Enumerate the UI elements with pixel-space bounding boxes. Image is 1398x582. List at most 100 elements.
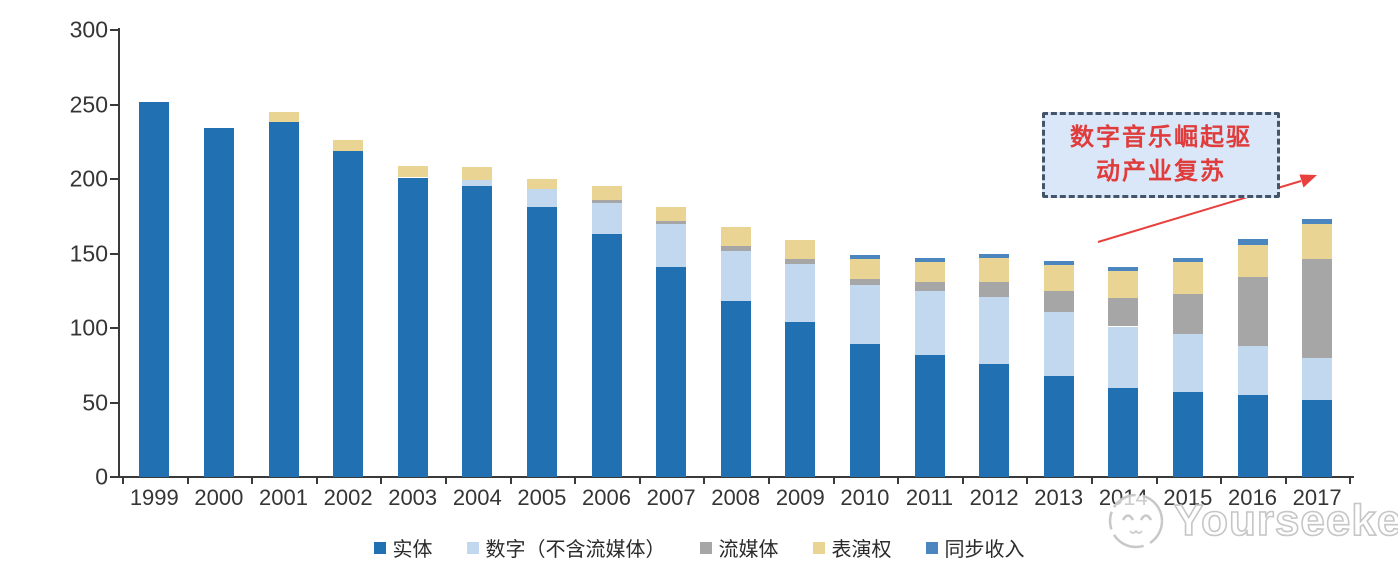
bar-segment-表演权 xyxy=(1108,271,1139,299)
x-tick-mark xyxy=(574,477,577,484)
bar-segment-实体 xyxy=(979,363,1010,477)
bar-segment-流媒体 xyxy=(849,278,880,285)
bar-segment-实体 xyxy=(785,322,816,477)
bar-segment-实体 xyxy=(591,234,622,477)
bar-segment-流媒体 xyxy=(914,281,945,291)
watermark: Yourseeker xyxy=(1096,490,1398,552)
bar-segment-实体 xyxy=(1172,392,1203,477)
bar-segment-同步收入 xyxy=(1108,266,1139,272)
x-tick-label: 2000 xyxy=(194,485,244,510)
x-tick-mark xyxy=(961,477,964,484)
y-tick-label: 50 xyxy=(82,389,108,415)
x-tick-label: 2010 xyxy=(840,485,890,510)
bar-segment-表演权 xyxy=(1172,262,1203,294)
bar-segment-表演权 xyxy=(849,259,880,279)
bar-segment-实体 xyxy=(1108,387,1139,477)
legend-label: 实体 xyxy=(392,539,433,561)
legend-label: 表演权 xyxy=(831,539,892,561)
x-tick-label: 2011 xyxy=(905,485,954,510)
x-tick-mark xyxy=(703,477,706,484)
bar-segment-表演权 xyxy=(526,179,557,190)
bar-segment-实体 xyxy=(720,301,751,477)
x-tick-label: 2017 xyxy=(1292,485,1342,510)
bar-segment-数字（不含流媒体） xyxy=(591,202,622,235)
x-tick-mark xyxy=(1284,477,1287,484)
legend-label: 流媒体 xyxy=(718,539,779,561)
x-tick-mark xyxy=(445,477,447,484)
x-tick-mark xyxy=(1026,477,1029,484)
x-tick-label: 2002 xyxy=(323,485,373,510)
x-tick-mark xyxy=(638,477,641,484)
bar-segment-同步收入 xyxy=(1172,257,1203,263)
x-tick-label: 2013 xyxy=(1034,485,1084,510)
legend-label: 数字（不含流媒体） xyxy=(485,539,666,561)
bar-segment-数字（不含流媒体） xyxy=(526,189,557,208)
yourseeker-cat-logo-icon xyxy=(1108,493,1164,549)
bar-segment-流媒体 xyxy=(1302,259,1333,358)
y-axis-line xyxy=(118,28,120,478)
legend-swatch-icon xyxy=(699,541,712,554)
x-tick-label: 2006 xyxy=(582,485,631,510)
bar-segment-同步收入 xyxy=(914,257,945,263)
y-tick-mark xyxy=(110,178,119,180)
bar-segment-实体 xyxy=(203,128,234,477)
bar-segment-实体 xyxy=(139,101,170,477)
y-tick-label: 300 xyxy=(69,16,108,43)
y-tick-label: 250 xyxy=(69,91,108,117)
bar-segment-同步收入 xyxy=(1237,238,1268,245)
bar-segment-同步收入 xyxy=(1302,219,1333,224)
bar-segment-同步收入 xyxy=(979,253,1010,258)
bar-segment-流媒体 xyxy=(1237,277,1268,346)
bar-segment-实体 xyxy=(397,177,428,477)
bar-segment-表演权 xyxy=(591,186,622,200)
x-tick-label: 2009 xyxy=(775,485,825,510)
bar-segment-数字（不含流媒体） xyxy=(785,263,816,323)
x-tick-mark xyxy=(768,477,770,484)
bar-segment-数字（不含流媒体） xyxy=(979,296,1010,364)
y-tick-mark xyxy=(110,327,119,329)
legend-item-流媒体: 流媒体 xyxy=(699,533,779,562)
bar-segment-流媒体 xyxy=(1172,293,1203,334)
legend-item-表演权: 表演权 xyxy=(812,533,892,562)
x-tick-label: 2004 xyxy=(452,485,502,510)
legend-item-同步收入: 同步收入 xyxy=(925,533,1025,562)
bar-segment-数字（不含流媒体） xyxy=(1043,311,1074,376)
annotation-callout: 数字音乐崛起驱 动产业复苏 xyxy=(1042,112,1280,198)
bar-segment-表演权 xyxy=(914,262,945,282)
bar-segment-数字（不含流媒体） xyxy=(914,290,945,355)
x-tick-mark xyxy=(1155,477,1158,484)
bar-segment-流媒体 xyxy=(1108,298,1139,327)
bar-segment-实体 xyxy=(1237,395,1268,477)
bar-segment-实体 xyxy=(526,207,557,477)
bar-segment-表演权 xyxy=(1043,265,1074,291)
bar-segment-表演权 xyxy=(397,165,428,178)
bar-segment-数字（不含流媒体） xyxy=(1302,357,1333,400)
bar-segment-表演权 xyxy=(1237,244,1268,278)
y-tick-mark xyxy=(110,29,119,31)
bar-segment-表演权 xyxy=(333,140,364,151)
bar-segment-数字（不含流媒体） xyxy=(656,223,687,267)
x-tick-label: 2015 xyxy=(1163,485,1213,510)
chart-legend: 实体 数字（不含流媒体） 流媒体 表演权 同步收入 xyxy=(0,533,1398,562)
legend-item-实体: 实体 xyxy=(373,533,433,562)
bar-segment-实体 xyxy=(1043,375,1074,477)
bar-segment-表演权 xyxy=(1302,223,1333,260)
x-tick-label: 2007 xyxy=(646,485,696,510)
bar-segment-数字（不含流媒体） xyxy=(1108,326,1139,388)
x-tick-mark xyxy=(1220,477,1223,484)
y-tick-label: 200 xyxy=(69,165,108,192)
bar-segment-流媒体 xyxy=(656,220,687,224)
x-tick-mark xyxy=(251,477,254,484)
x-axis-line xyxy=(118,476,1354,478)
y-tick-mark xyxy=(110,401,119,404)
x-tick-mark xyxy=(186,477,189,484)
bar-segment-流媒体 xyxy=(1043,290,1074,312)
y-tick-label: 0 xyxy=(95,463,108,490)
legend-label: 同步收入 xyxy=(944,539,1025,561)
bar-segment-表演权 xyxy=(785,240,816,260)
x-tick-label: 2012 xyxy=(969,485,1019,510)
bar-segment-表演权 xyxy=(268,111,299,123)
x-tick-label: 2008 xyxy=(711,485,761,510)
legend-swatch-icon xyxy=(373,541,386,554)
